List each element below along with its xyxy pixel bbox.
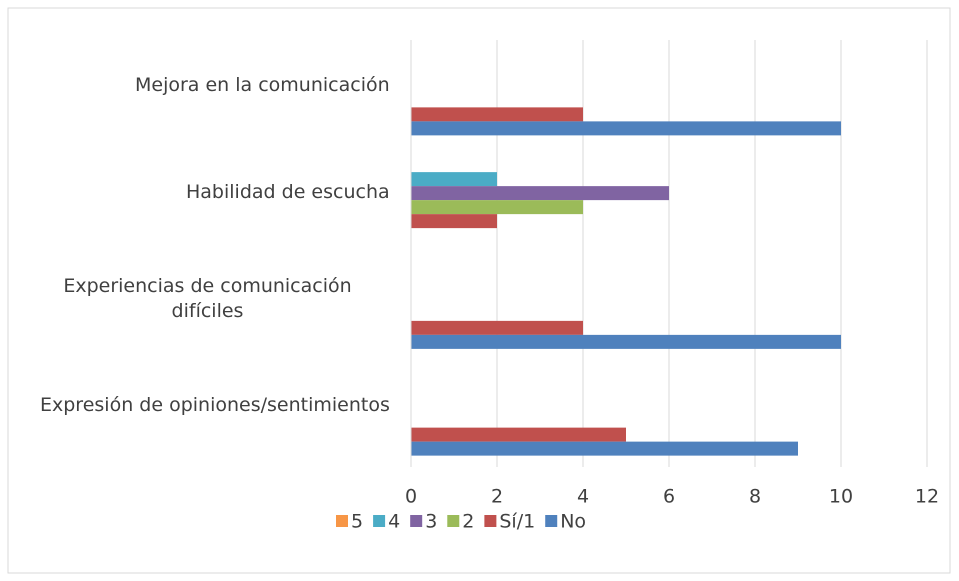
category-label: Mejora en la comunicación xyxy=(135,73,390,96)
legend-swatch xyxy=(484,515,497,527)
x-tick-label: 4 xyxy=(577,486,589,508)
x-tick-label: 10 xyxy=(829,486,853,508)
x-tick-label: 6 xyxy=(663,486,675,508)
legend-label: 3 xyxy=(425,511,437,533)
legend-swatch xyxy=(410,515,423,527)
category-label: Habilidad de escucha xyxy=(186,180,390,203)
category-label: Experiencias de comunicación difíciles xyxy=(63,274,352,322)
bar xyxy=(411,214,497,229)
bar xyxy=(411,334,841,349)
x-tick-label: 8 xyxy=(749,486,761,508)
bar xyxy=(411,121,841,136)
legend-swatch xyxy=(336,515,348,527)
legend-swatch xyxy=(545,515,558,527)
bar xyxy=(411,427,626,442)
legend-swatch xyxy=(447,515,460,527)
legend-label: 5 xyxy=(351,511,363,533)
bar xyxy=(411,441,798,456)
bar xyxy=(411,172,497,187)
bar xyxy=(411,186,669,201)
x-tick-label: 12 xyxy=(915,486,939,508)
chart-border xyxy=(7,7,951,574)
legend-swatch xyxy=(373,515,386,527)
legend-label: Sí/1 xyxy=(499,511,535,533)
category-label: Expresión de opiniones/sentimientos xyxy=(40,394,390,417)
legend-label: No xyxy=(560,511,586,533)
bar xyxy=(411,107,583,122)
legend-label: 4 xyxy=(388,511,400,533)
bar xyxy=(411,320,583,335)
bar xyxy=(411,200,583,215)
x-tick-label: 0 xyxy=(405,486,417,508)
x-tick-label: 2 xyxy=(491,486,503,508)
legend-label: 2 xyxy=(462,511,474,533)
